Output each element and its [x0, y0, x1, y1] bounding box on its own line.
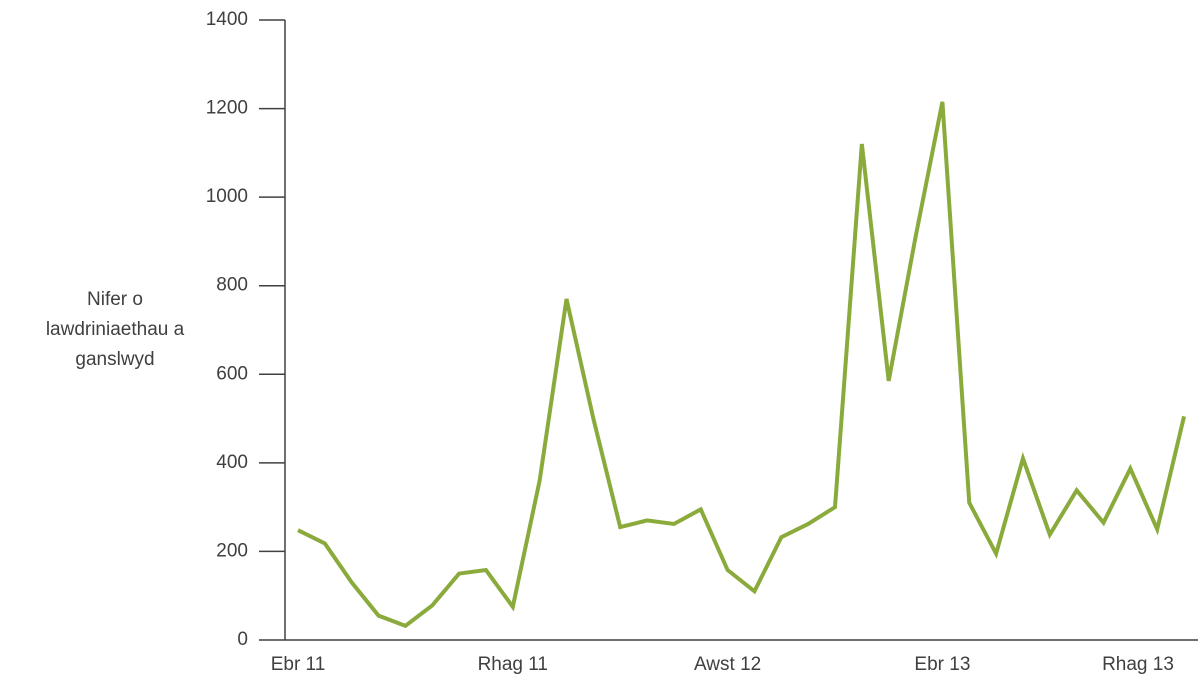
x-tick-label: Ebr 11: [271, 654, 326, 675]
y-tick-label: 0: [237, 629, 248, 650]
x-tick-label: Awst 12: [694, 654, 761, 675]
x-tick-label: Ebr 13: [914, 654, 970, 675]
y-tick-label: 1200: [206, 98, 248, 119]
y-axis-label: Nifer o lawdriniaethau a ganslwyd: [45, 289, 185, 370]
y-tick-label: 600: [216, 363, 248, 384]
data-line: [297, 101, 1186, 629]
x-tick-label: Rhag 11: [478, 654, 548, 675]
y-tick-label: 400: [216, 452, 248, 473]
y-tick-label: 1000: [206, 186, 248, 207]
y-tick-label: 800: [216, 275, 248, 296]
y-tick-label: 200: [216, 540, 248, 561]
y-tick-label: 1400: [206, 9, 248, 30]
x-tick-label: Rhag 13: [1102, 654, 1174, 675]
